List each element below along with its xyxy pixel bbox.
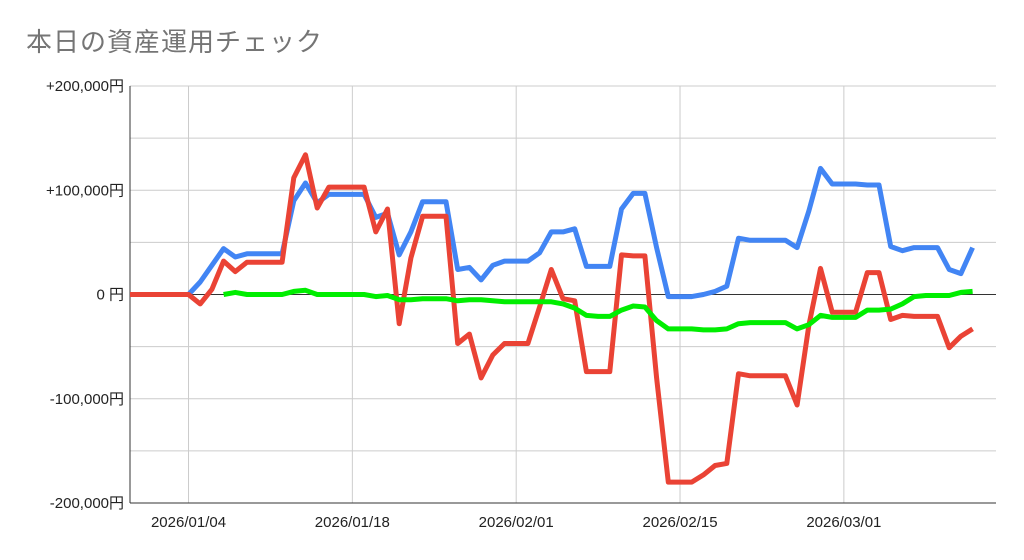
series-line-2 [130, 152, 974, 485]
x-tick-label: 2026/02/15 [642, 514, 717, 531]
chart-title: 本日の資産運用チェック [26, 28, 324, 58]
series-line-3 [223, 287, 973, 333]
y-tick-label: +100,000円 [46, 182, 124, 199]
series-line-1 [130, 165, 975, 300]
y-tick-label: +200,000円 [46, 78, 124, 95]
y-tick-label: -200,000円 [50, 495, 124, 512]
x-tick-label: 2026/02/01 [479, 514, 554, 531]
x-tick-label: 2026/03/01 [806, 514, 881, 531]
y-tick-label: -100,000円 [50, 391, 124, 408]
x-tick-label: 2026/01/18 [315, 514, 390, 531]
x-tick-label: 2026/01/04 [151, 514, 226, 531]
axis-labels: +200,000円 +100,000円 0 円 -100,000円 -200,000円 2… [46, 78, 881, 531]
series-lines [130, 152, 975, 485]
y-tick-label: 0 円 [96, 287, 124, 304]
